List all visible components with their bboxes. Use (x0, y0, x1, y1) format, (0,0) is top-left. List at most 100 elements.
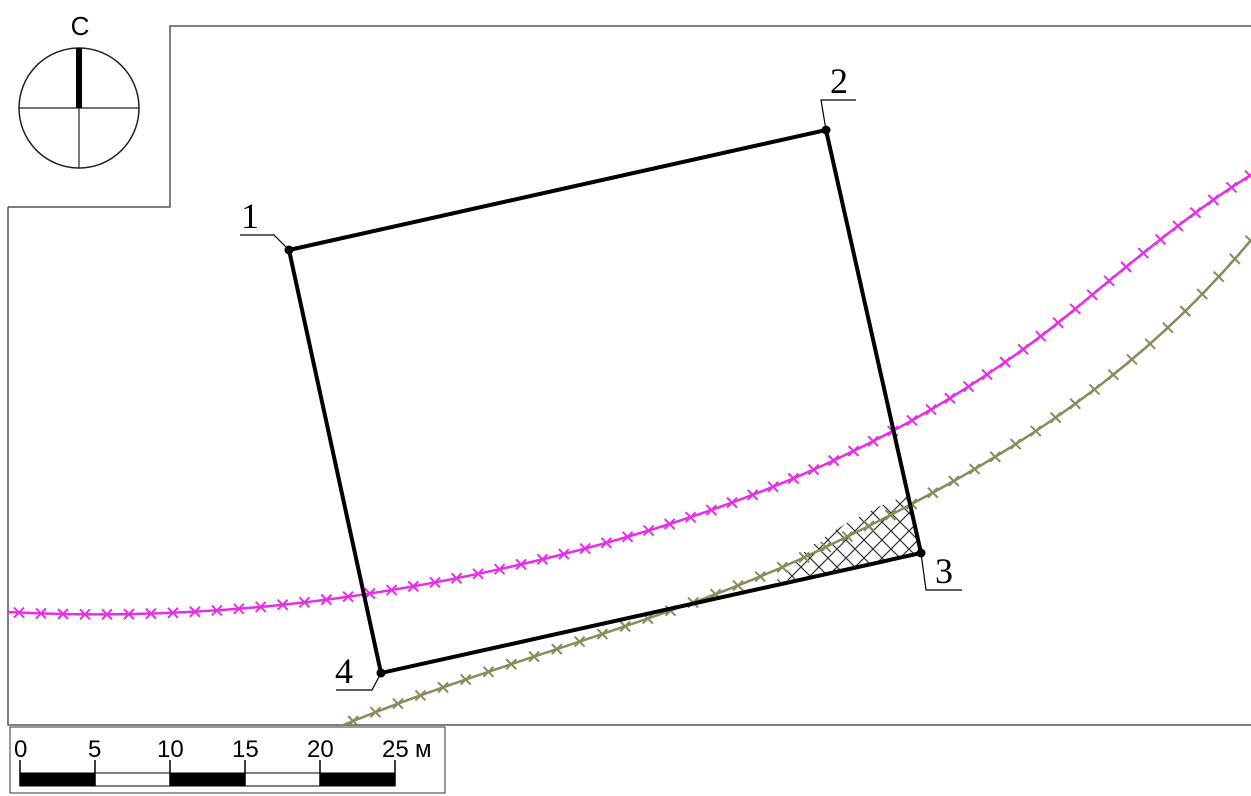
line-x-marker (999, 356, 1011, 368)
line-x-marker (1213, 271, 1225, 283)
line-x-marker (493, 563, 506, 575)
line-x-marker (642, 524, 655, 537)
vertex-label-1: 1 (241, 196, 259, 236)
line-x-marker (437, 681, 449, 694)
vertex-label-4: 4 (335, 651, 353, 691)
line-x-marker (1086, 289, 1098, 301)
line-x-marker (1103, 275, 1115, 287)
line-x-marker (1030, 425, 1042, 437)
line-x-marker (347, 715, 359, 725)
olive-line-markers (325, 234, 1251, 725)
line-x-marker (807, 463, 820, 476)
line-x-marker (35, 607, 47, 620)
map-frame (7, 25, 1251, 726)
line-x-marker (767, 481, 779, 493)
vertex-label-2: 2 (830, 61, 848, 101)
line-x-marker (1196, 288, 1208, 300)
line-x-marker (392, 697, 404, 710)
scale-bar: 0 5 10 15 20 25 м (9, 726, 446, 794)
line-x-marker (732, 579, 744, 592)
line-x-marker (1229, 253, 1241, 265)
scale-label-0: 0 (14, 736, 27, 763)
line-x-marker (925, 403, 937, 416)
line-x-marker (1069, 303, 1081, 315)
line-x-marker (1107, 368, 1120, 381)
line-x-marker (787, 472, 800, 485)
line-x-marker (528, 650, 540, 663)
overlap-hatch-area (774, 494, 921, 583)
line-x-marker (429, 576, 441, 589)
scale-label-25: 25 (382, 736, 409, 763)
vertex-leader-2 (820, 99, 856, 131)
vertex-leader-3 (920, 552, 962, 591)
line-x-marker (906, 414, 918, 427)
vertex-label-1-group: 1 (240, 196, 290, 251)
line-x-marker (364, 587, 376, 600)
line-x-marker (621, 531, 634, 543)
line-x-marker (298, 596, 311, 609)
line-x-marker (962, 380, 975, 393)
line-x-marker (968, 463, 981, 475)
line-x-marker (1049, 411, 1062, 424)
line-x-marker (385, 584, 398, 596)
line-x-marker (472, 568, 484, 580)
line-x-marker (1009, 438, 1022, 450)
line-x-marker (79, 608, 91, 621)
line-x-marker (573, 635, 586, 648)
line-x-marker (1207, 194, 1220, 206)
line-x-marker (189, 606, 201, 618)
line-x-marker (776, 561, 789, 573)
scale-label-10: 10 (157, 736, 184, 763)
line-x-marker (726, 496, 738, 509)
line-x-marker (841, 530, 854, 543)
line-x-marker (820, 541, 832, 553)
line-x-marker (746, 489, 759, 501)
line-x-marker (101, 608, 113, 621)
line-x-marker (1172, 220, 1184, 232)
vertex-leader-4 (336, 672, 382, 691)
magenta-line-markers (13, 169, 1251, 621)
line-x-marker (1154, 233, 1167, 246)
line-x-marker (558, 548, 570, 560)
line-x-marker (167, 607, 179, 619)
line-x-marker (233, 603, 245, 615)
line-x-marker (884, 509, 897, 521)
line-x-marker (596, 628, 609, 640)
line-x-marker (863, 520, 875, 532)
scale-segment-5-10 (94, 772, 171, 787)
line-x-marker (460, 673, 472, 686)
line-x-marker (211, 604, 223, 617)
line-x-marker (927, 486, 939, 499)
line-x-marker (1244, 234, 1251, 247)
line-x-marker (944, 392, 956, 404)
scale-label-20: 20 (307, 736, 334, 763)
line-x-marker (536, 553, 549, 566)
line-x-marker (847, 445, 860, 457)
line-x-marker (450, 572, 463, 584)
line-x-marker (1052, 317, 1064, 329)
line-x-marker (1144, 338, 1156, 350)
line-x-marker (482, 666, 495, 678)
line-x-marker (1244, 169, 1251, 182)
north-label: С (71, 11, 90, 41)
vertex-label-3: 3 (935, 551, 953, 591)
line-x-marker (505, 658, 517, 670)
line-x-marker (1069, 398, 1081, 410)
line-x-marker (145, 607, 157, 620)
line-x-marker (1189, 207, 1202, 219)
scale-unit-label: м (415, 736, 432, 763)
line-x-marker (684, 511, 697, 523)
line-x-marker (1120, 261, 1132, 273)
line-x-marker (663, 518, 676, 530)
magenta-crossed-line (8, 173, 1251, 616)
line-x-marker (551, 643, 563, 655)
line-x-marker (867, 435, 879, 447)
scale-segment-20-25 (319, 772, 396, 787)
line-x-marker (1225, 181, 1238, 194)
line-x-marker (407, 580, 420, 593)
line-x-marker (1126, 353, 1138, 366)
line-x-marker (981, 368, 993, 381)
line-x-marker (57, 608, 69, 620)
scale-segment-10-15 (169, 772, 246, 787)
line-x-marker (123, 608, 135, 620)
